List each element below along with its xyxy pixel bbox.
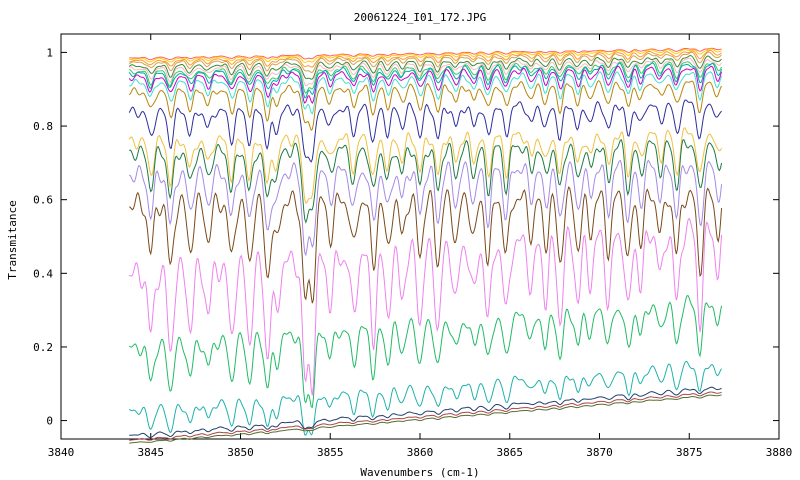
spectrum-line [128, 62, 723, 99]
spectrum-line [128, 127, 722, 204]
chart-title: 20061224_I01_172.JPG [354, 11, 486, 24]
x-tick-label: 3880 [766, 446, 793, 459]
x-tick-label: 3850 [227, 446, 254, 459]
x-tick-label: 3860 [407, 446, 434, 459]
spectrum-line [128, 80, 723, 131]
spectrum-line [129, 394, 722, 444]
spectrum-line [128, 65, 723, 104]
spectrum-line [129, 217, 723, 396]
spectrum-line [128, 159, 723, 257]
spectrum-line [129, 47, 722, 61]
x-tick-label: 3855 [317, 446, 344, 459]
x-tick-label: 3870 [586, 446, 613, 459]
y-tick-label: 0.4 [33, 267, 53, 280]
y-tick-label: 0.6 [33, 194, 53, 207]
y-tick-labels: 0 0.2 0.4 0.6 0.8 1 [33, 46, 53, 427]
y-tick-label: 0 [46, 415, 53, 428]
spectrum-line [129, 391, 722, 441]
spectrum-line [128, 99, 722, 163]
spectrum-line [129, 48, 722, 63]
y-tick-label: 0.2 [33, 341, 53, 354]
y-tick-label: 1 [46, 46, 53, 59]
axis-ticks [60, 34, 780, 439]
spectrum-line [128, 57, 722, 87]
series-lines [128, 47, 723, 444]
x-tick-label: 3875 [676, 446, 703, 459]
x-tick-label: 3865 [497, 446, 524, 459]
x-tick-labels: 3840 3845 3850 3855 3860 3865 3870 3875 3880 [48, 446, 793, 459]
spectrum-line [129, 386, 722, 438]
y-axis-label: Transmitance [6, 200, 19, 279]
spectrum-line [128, 295, 723, 408]
spectrum-line [129, 71, 723, 115]
spectrum-line [128, 360, 722, 436]
spectrum-line [129, 60, 723, 94]
spectrum-line [128, 51, 722, 73]
x-tick-label: 3840 [48, 446, 75, 459]
y-tick-label: 0.8 [33, 120, 53, 133]
spectrum-line [129, 139, 723, 224]
x-tick-label: 3845 [138, 446, 165, 459]
spectrum-line [129, 49, 722, 68]
spectrum-line [129, 186, 723, 304]
x-axis-label: Wavenumbers (cm-1) [360, 466, 479, 479]
spectrum-line [128, 54, 722, 80]
